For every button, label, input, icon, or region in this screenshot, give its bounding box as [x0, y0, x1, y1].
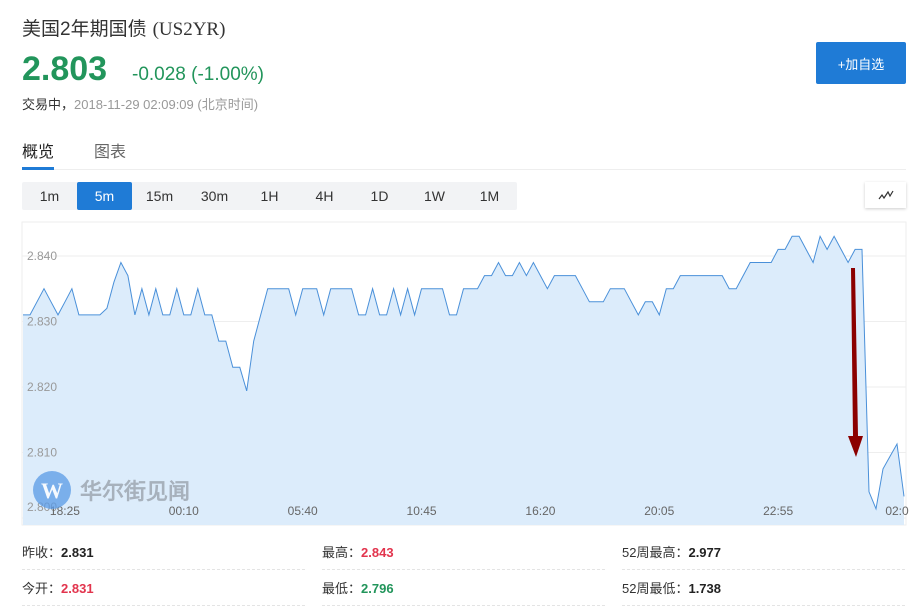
x-tick-label: 10:45	[407, 504, 437, 518]
y-tick-label: 2.820	[27, 380, 57, 394]
instrument-title: 美国2年期国债 (US2YR)	[22, 14, 225, 41]
stat-prev-close: 昨收：2.831	[22, 535, 305, 570]
watermark-text: 华尔街见闻	[80, 479, 190, 505]
y-tick-label: 2.810	[27, 446, 57, 460]
tab-chart[interactable]: 图表	[94, 144, 127, 161]
stat-value: 1.738	[688, 581, 722, 596]
timezone: (北京时间)	[197, 97, 259, 112]
stat-label: 最高：	[322, 545, 362, 560]
period-1h[interactable]: 1H	[260, 188, 279, 204]
tab-bar: 概览 图表	[22, 138, 906, 170]
instrument-name: 美国2年期国债	[22, 19, 147, 40]
period-1d[interactable]: 1D	[370, 188, 389, 204]
stat-label: 今开：	[22, 581, 62, 596]
chart-type-button[interactable]	[865, 182, 906, 208]
svg-text:W: W	[41, 478, 63, 503]
period-1w[interactable]: 1W	[424, 188, 445, 204]
watermark-logo: W	[33, 471, 71, 509]
x-tick-label: 05:40	[288, 504, 318, 518]
add-to-watchlist-button[interactable]: +加自选	[816, 42, 906, 84]
period-selector: 1m 5m 15m 30m 1H 4H 1D 1W 1M	[22, 182, 517, 210]
status-text: 交易中，	[22, 97, 75, 112]
y-tick-label: 2.830	[27, 315, 57, 329]
stat-value: 2.831	[61, 545, 94, 560]
timestamp: 2018-11-29 02:09:09	[74, 97, 194, 112]
y-tick-label: 2.840	[27, 249, 57, 263]
period-15m[interactable]: 15m	[145, 188, 174, 204]
period-1m[interactable]: 1m	[39, 188, 60, 204]
x-tick-label: 16:20	[525, 504, 555, 518]
stat-open: 今开：2.831	[22, 571, 305, 606]
tab-overview[interactable]: 概览	[22, 138, 55, 170]
stat-value: 2.831	[61, 581, 94, 596]
current-price: 2.803	[22, 50, 108, 88]
period-4h[interactable]: 4H	[315, 188, 334, 204]
stat-value: 2.977	[688, 545, 722, 560]
stat-label: 52周最高：	[622, 545, 689, 560]
stat-52w-high: 52周最高：2.977	[622, 535, 905, 570]
stat-52w-low: 52周最低：1.738	[622, 571, 905, 606]
stat-label: 52周最低：	[622, 581, 689, 596]
stat-high: 最高：2.843	[322, 535, 605, 570]
instrument-code: (US2YR)	[152, 19, 226, 40]
stat-label: 昨收：	[22, 545, 62, 560]
period-30m[interactable]: 30m	[200, 188, 229, 204]
price-change: -0.028 (-1.00%)	[132, 64, 265, 85]
x-tick-label: 20:05	[644, 504, 674, 518]
price-line	[23, 234, 905, 511]
stat-value: 2.843	[361, 545, 394, 560]
period-1mo[interactable]: 1M	[479, 188, 500, 204]
stat-value: 2.796	[361, 581, 394, 596]
x-tick-label: 00:10	[169, 504, 199, 518]
period-5m[interactable]: 5m	[77, 182, 132, 210]
down-arrow-annotation	[848, 268, 863, 457]
line-chart-icon	[878, 190, 894, 200]
x-tick-label: 22:55	[763, 504, 793, 518]
trading-status: 交易中，2018-11-29 02:09:09 (北京时间)	[22, 94, 258, 113]
stat-low: 最低：2.796	[322, 571, 605, 606]
area-fill	[23, 236, 904, 526]
x-tick-label: 02:0	[885, 504, 909, 518]
stat-label: 最低：	[322, 581, 362, 596]
